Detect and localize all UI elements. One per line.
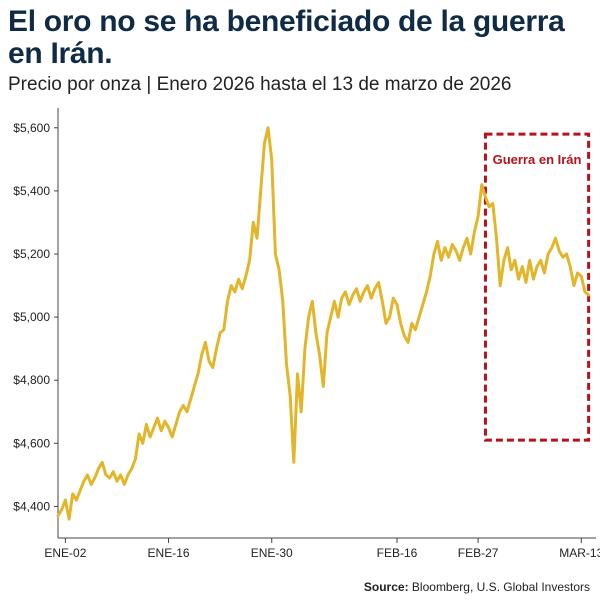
y-tick-label: $5,200 <box>13 247 50 261</box>
y-axis: $4,400 $4,600 $4,800 $5,000 $5,200 $5,400 $5,6… <box>13 108 59 538</box>
source-note: Source: Bloomberg, U.S. Global Investors <box>364 580 590 594</box>
series-layer <box>56 126 591 521</box>
source-text: Bloomberg, U.S. Global Investors <box>411 580 590 594</box>
y-tick-label: $4,800 <box>13 373 50 387</box>
annotation-layer: Guerra en Irán <box>483 132 591 442</box>
annotation-box <box>483 132 591 442</box>
y-tick-label: $4,600 <box>13 436 50 450</box>
y-tick-label: $5,600 <box>13 121 50 135</box>
series-line <box>56 126 591 521</box>
x-tick-label: FEB-16 <box>377 546 418 560</box>
source-label: Source: <box>363 580 409 594</box>
y-tick-label: $4,400 <box>13 499 50 513</box>
x-axis: ENE-02 ENE-16 ENE-30 FEB-16 FEB-27 MAR-13 <box>44 537 600 560</box>
annotation-label: Guerra en Irán <box>493 152 582 167</box>
x-tick-label: MAR-13 <box>559 546 600 560</box>
chart-subtitle: Precio por onza | Enero 2026 hasta el 13… <box>8 74 512 95</box>
y-tick-label: $5,000 <box>13 310 50 324</box>
chart-title: El oro no se ha beneficiado de la guerra… <box>8 5 565 70</box>
y-tick-label: $5,400 <box>13 184 50 198</box>
x-tick-label: FEB-27 <box>458 546 499 560</box>
x-tick-label: ENE-30 <box>251 546 293 560</box>
x-tick-label: ENE-02 <box>44 546 86 560</box>
x-tick-label: ENE-16 <box>148 546 190 560</box>
